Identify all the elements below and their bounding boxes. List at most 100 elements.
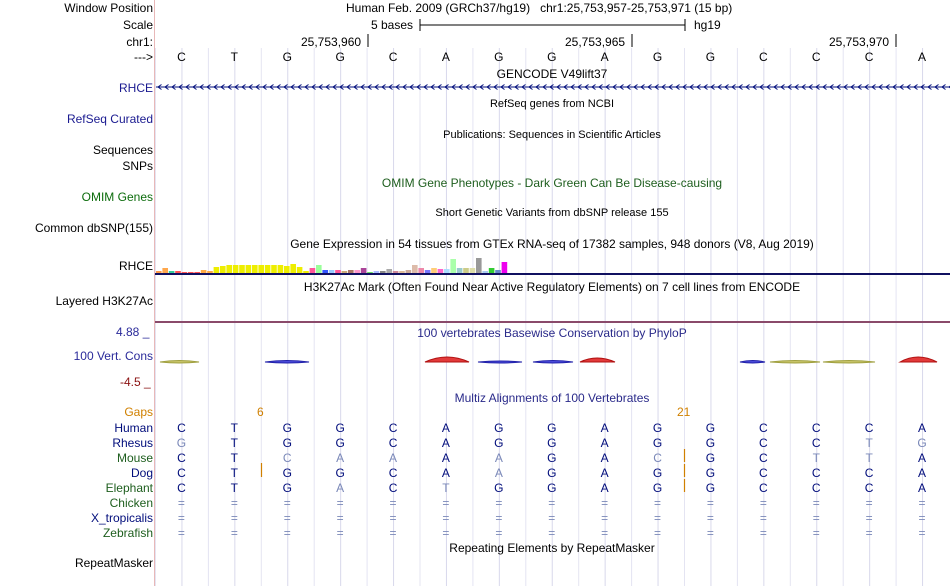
gtex-tissue-bar[interactable]	[200, 270, 207, 273]
species-label[interactable]: Human	[114, 421, 153, 435]
gtex-tissue-bar[interactable]	[488, 268, 495, 273]
species-label[interactable]: Mouse	[116, 451, 153, 465]
gtex-expression-bars[interactable]	[0, 250, 950, 276]
gtex-tissue-bar[interactable]	[175, 271, 181, 273]
gtex-tissue-bar[interactable]	[316, 265, 322, 273]
repeatmasker-label[interactable]: RepeatMasker	[74, 556, 153, 570]
gtex-tissue-bar[interactable]	[360, 268, 367, 273]
gtex-tissue-bar[interactable]	[207, 271, 213, 273]
gtex-tissue-bar[interactable]	[232, 265, 239, 273]
gtex-tissue-bar[interactable]	[437, 269, 444, 273]
publications-title[interactable]: Publications: Sequences in Scientific Ar…	[443, 129, 661, 141]
gtex-tissue-bar[interactable]	[386, 269, 392, 273]
gtex-tissue-bar[interactable]	[188, 272, 194, 273]
gtex-tissue-bar[interactable]	[252, 265, 258, 273]
species-label[interactable]: Zebrafish	[102, 526, 153, 540]
refseq-title[interactable]: RefSeq genes from NCBI	[489, 98, 615, 110]
gtex-tissue-bar[interactable]	[424, 270, 431, 273]
species-label[interactable]: Dog	[130, 466, 153, 480]
alignment-base: T	[230, 466, 239, 480]
gtex-label[interactable]: RHCE	[118, 259, 153, 273]
phylop-label[interactable]: 100 Vert. Cons	[73, 349, 153, 363]
gencode-label[interactable]: RHCE	[118, 81, 153, 95]
gtex-tissue-bar[interactable]	[213, 267, 220, 273]
dbsnp-label[interactable]: Common dbSNP(155)	[34, 221, 153, 235]
gtex-tissue-bar[interactable]	[373, 271, 380, 273]
reference-base: G	[494, 50, 504, 64]
gtex-tissue-bar[interactable]	[277, 265, 284, 273]
alignment-base: G	[282, 436, 292, 450]
gtex-tissue-bar[interactable]	[501, 262, 508, 273]
gtex-tissue-bar[interactable]	[296, 267, 303, 273]
phylop-title[interactable]: 100 vertebrates Basewise Conservation by…	[417, 326, 687, 340]
gtex-tissue-bar[interactable]	[412, 265, 418, 273]
repeatmasker-title[interactable]: Repeating Elements by RepeatMasker	[449, 541, 655, 555]
h3k27ac-title[interactable]: H3K27Ac Mark (Often Found Near Active Re…	[303, 280, 801, 294]
gtex-tissue-bar[interactable]	[405, 270, 412, 273]
omim-title[interactable]: OMIM Gene Phenotypes - Dark Green Can Be…	[381, 176, 723, 190]
tick-label-2: 25,753,965	[565, 35, 626, 49]
gtex-tissue-bar[interactable]	[284, 266, 290, 273]
gtex-tissue-bar[interactable]	[309, 268, 316, 273]
gtex-tissue-bar[interactable]	[303, 271, 309, 273]
dbsnp-title[interactable]: Short Genetic Variants from dbSNP releas…	[435, 207, 669, 219]
gtex-tissue-bar[interactable]	[162, 268, 168, 273]
alignment-base: C	[653, 451, 662, 465]
gtex-tissue-bar[interactable]	[431, 268, 437, 273]
refseq-label[interactable]: RefSeq Curated	[66, 112, 153, 126]
gtex-tissue-bar[interactable]	[348, 270, 354, 273]
species-label[interactable]: Elephant	[105, 481, 153, 495]
gtex-tissue-bar[interactable]	[168, 271, 175, 273]
gencode-title[interactable]: GENCODE V49lift37	[496, 67, 608, 81]
gtex-tissue-bar[interactable]	[271, 265, 277, 273]
gtex-tissue-bar[interactable]	[354, 270, 360, 273]
gtex-tissue-bar[interactable]	[335, 270, 341, 273]
alignment-base: =	[865, 496, 873, 510]
gtex-tissue-bar[interactable]	[380, 271, 386, 273]
publications-label-snps[interactable]: SNPs	[122, 159, 153, 173]
species-label[interactable]: Chicken	[109, 496, 153, 510]
gtex-tissue-bar[interactable]	[220, 266, 226, 273]
gtex-tissue-bar[interactable]	[181, 272, 188, 273]
phylop-signal[interactable]	[155, 352, 950, 372]
gtex-tissue-bar[interactable]	[476, 258, 482, 273]
gtex-tissue-bar[interactable]	[341, 271, 348, 273]
alignment-base: =	[812, 526, 820, 540]
window-position-label: Window Position	[64, 1, 153, 15]
gtex-tissue-bar[interactable]	[264, 265, 271, 273]
gencode-gene-rhce[interactable]	[156, 81, 950, 93]
phylop-min: -4.5 _	[120, 375, 151, 389]
h3k27ac-label[interactable]: Layered H3K27Ac	[55, 294, 153, 308]
gtex-tissue-bar[interactable]	[156, 271, 162, 273]
gtex-tissue-bar[interactable]	[290, 264, 296, 273]
species-label[interactable]: X_tropicalis	[90, 511, 153, 525]
gtex-tissue-bar[interactable]	[482, 271, 488, 273]
gtex-tissue-bar[interactable]	[239, 265, 245, 273]
alignment-base: =	[230, 496, 238, 510]
gtex-tissue-bar[interactable]	[322, 270, 328, 273]
gtex-tissue-bar[interactable]	[444, 269, 450, 273]
publications-label-sequences[interactable]: Sequences	[92, 143, 153, 157]
gtex-tissue-bar[interactable]	[463, 268, 469, 273]
gtex-tissue-bar[interactable]	[399, 271, 405, 273]
gtex-tissue-bar[interactable]	[456, 268, 463, 273]
multiz-title[interactable]: Multiz Alignments of 100 Vertebrates	[454, 391, 650, 405]
gtex-tissue-bar[interactable]	[418, 268, 424, 273]
gtex-tissue-bar[interactable]	[226, 265, 232, 273]
gtex-tissue-bar[interactable]	[245, 265, 252, 273]
omim-label[interactable]: OMIM Genes	[81, 190, 153, 204]
alignment-base: C	[811, 436, 821, 450]
gtex-tissue-bar[interactable]	[495, 270, 501, 273]
gtex-tissue-bar[interactable]	[392, 271, 399, 273]
gtex-tissue-bar[interactable]	[194, 272, 200, 273]
alignment-base: =	[495, 496, 503, 510]
gtex-tissue-bar[interactable]	[328, 270, 335, 273]
gtex-tissue-bar[interactable]	[367, 272, 373, 273]
gtex-tissue-bar[interactable]	[258, 265, 264, 273]
alignment-base: =	[389, 496, 397, 510]
gtex-title[interactable]: Gene Expression in 54 tissues from GTEx …	[290, 237, 814, 251]
alignment-base: C	[811, 421, 821, 435]
gtex-tissue-bar[interactable]	[469, 268, 476, 273]
species-label[interactable]: Rhesus	[112, 436, 153, 450]
gtex-tissue-bar[interactable]	[450, 259, 456, 273]
